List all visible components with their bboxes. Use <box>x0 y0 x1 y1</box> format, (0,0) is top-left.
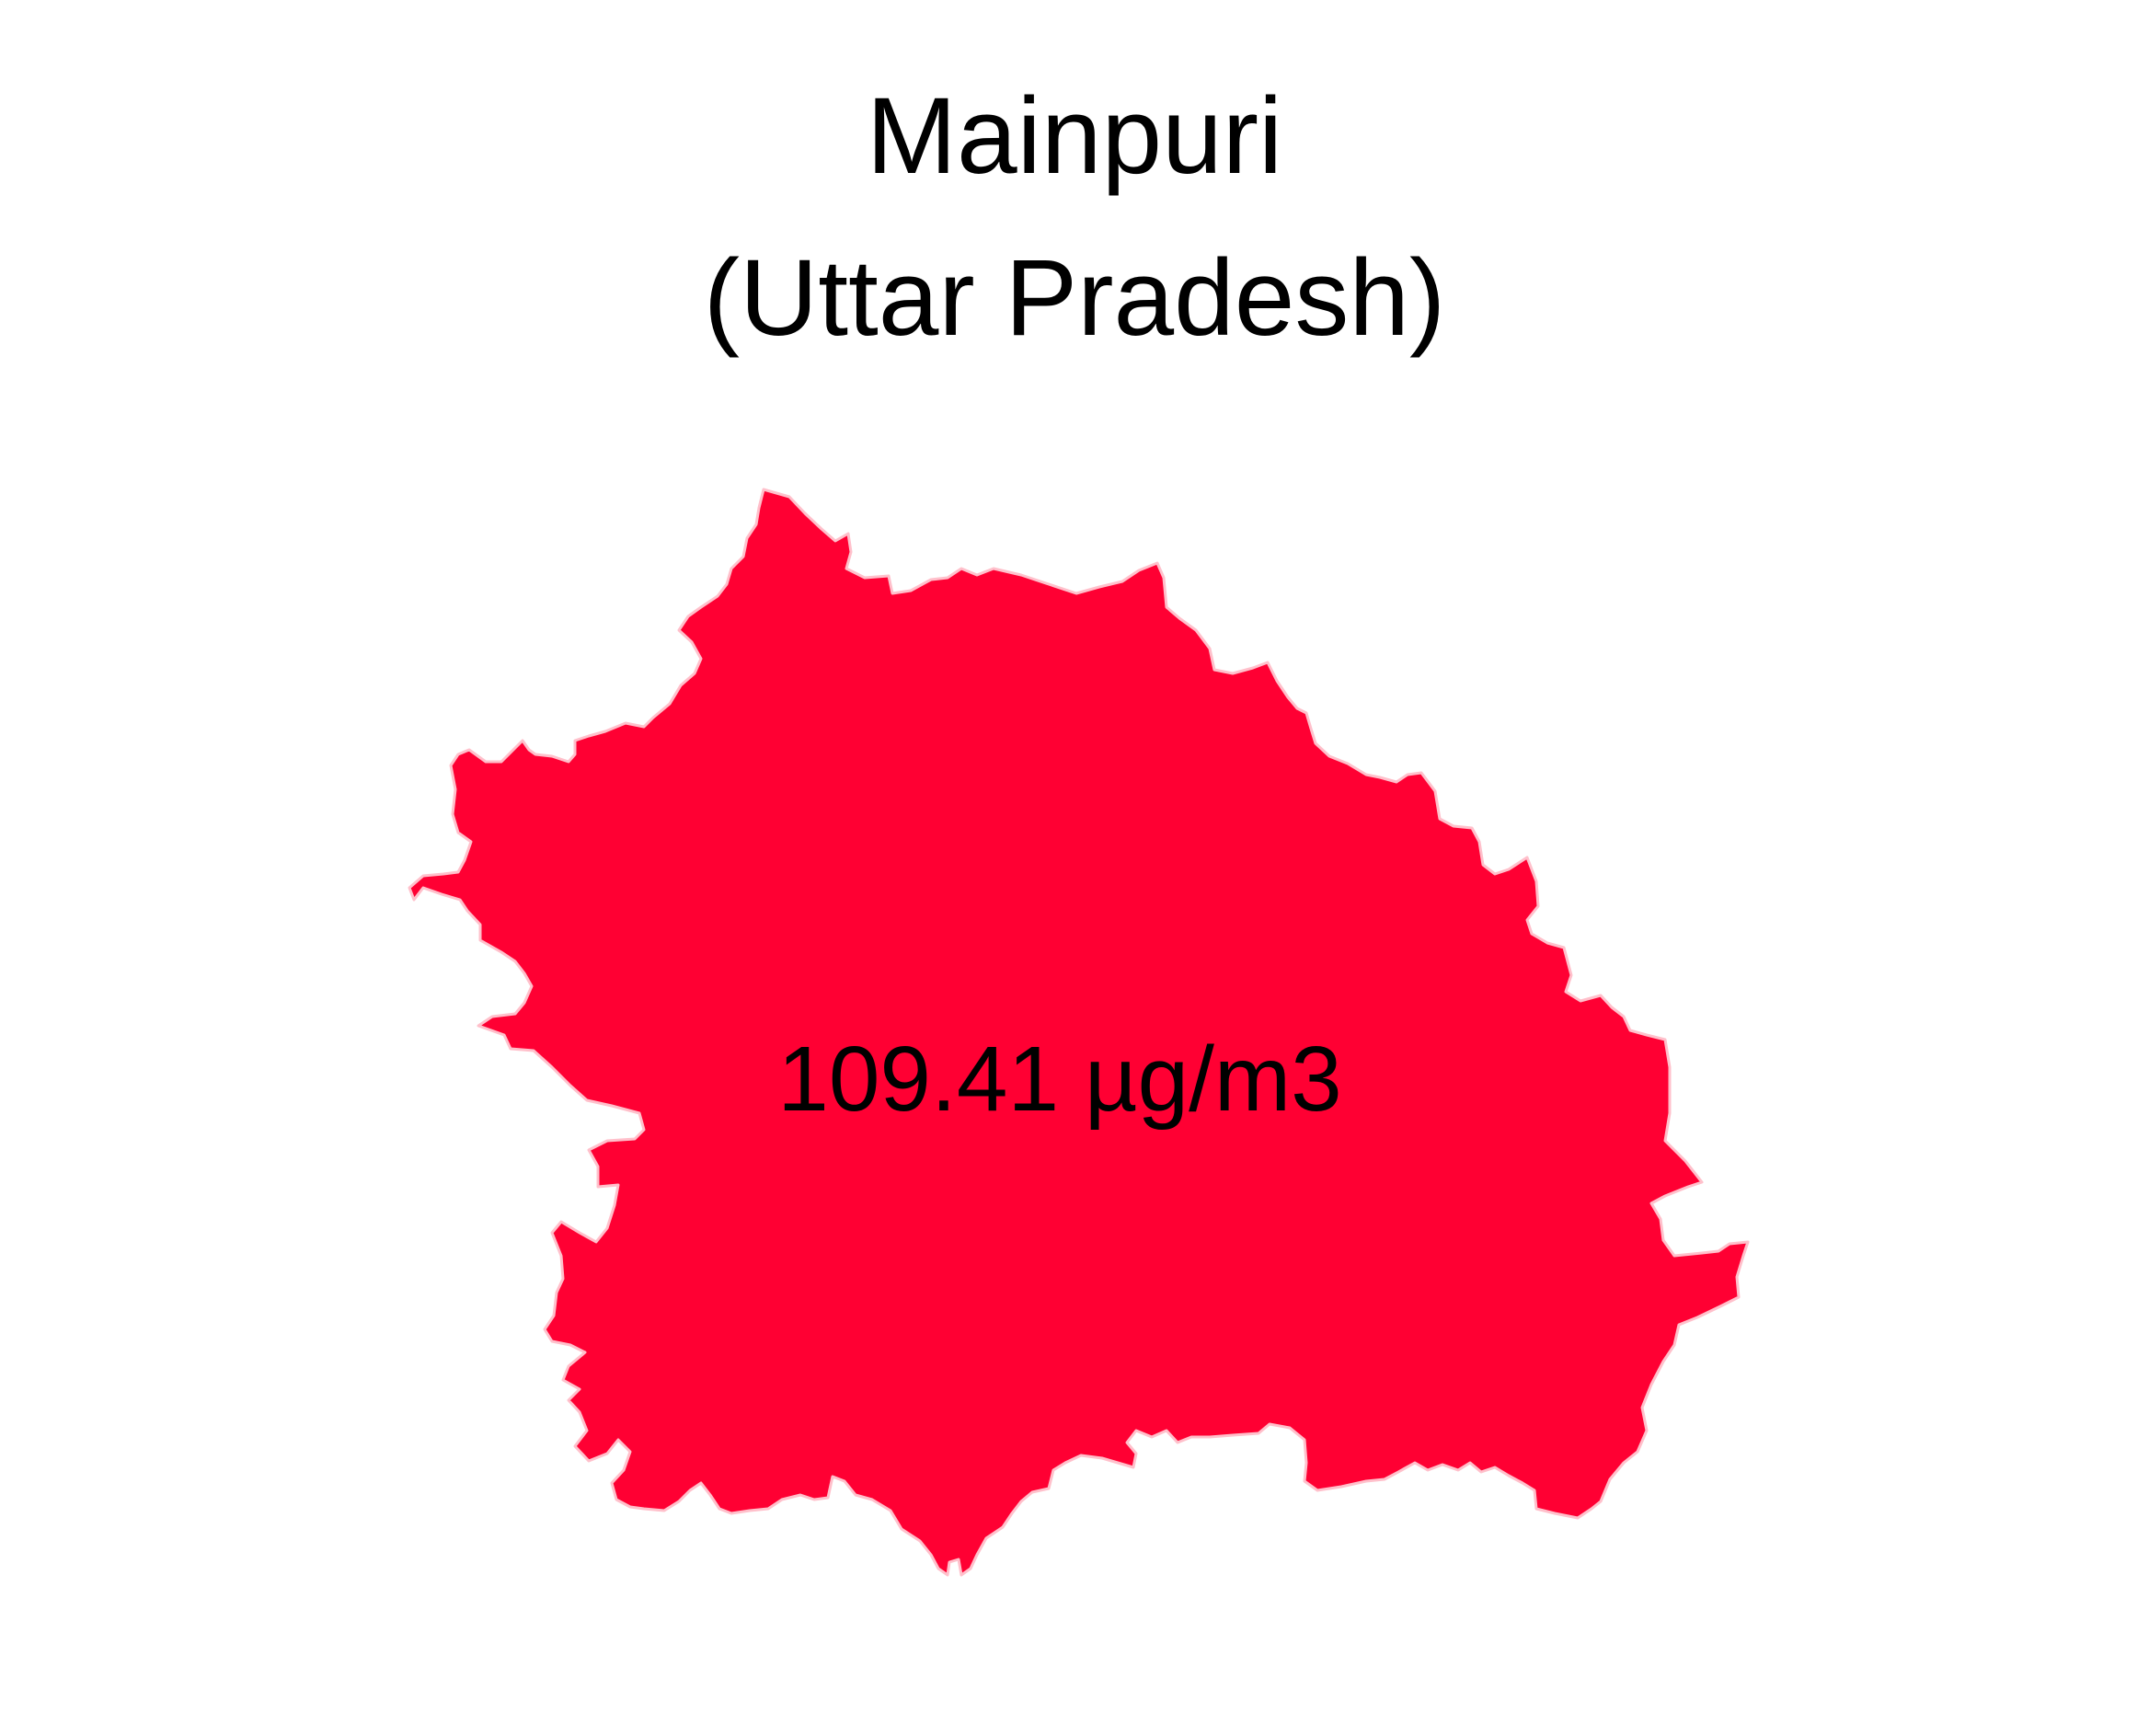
state-name-subtitle: (Uttar Pradesh) <box>703 237 1446 359</box>
map-title: Mainpuri (Uttar Pradesh) <box>0 55 2149 379</box>
pm25-value-label: 109.41 µg/m3 <box>777 1028 1342 1131</box>
district-boundary-shape <box>408 488 1750 1577</box>
district-name-title: Mainpuri <box>866 75 1283 197</box>
